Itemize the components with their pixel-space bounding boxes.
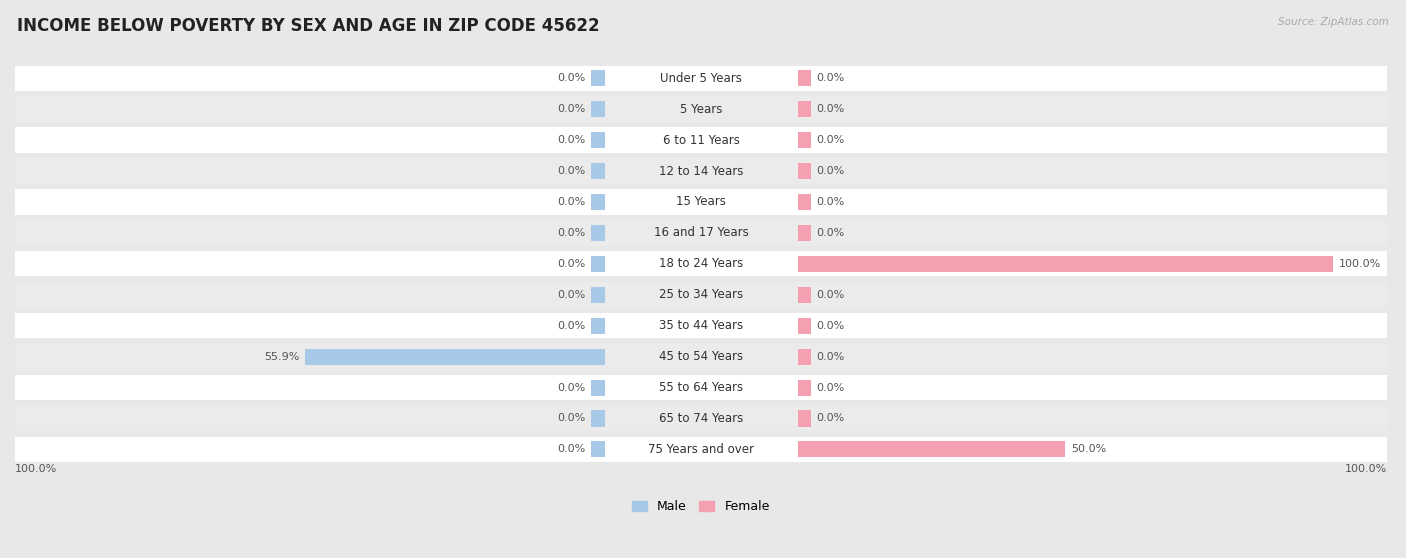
Bar: [4, 406, 1398, 431]
Bar: [591, 256, 605, 272]
Text: 0.0%: 0.0%: [558, 413, 586, 424]
Bar: [305, 349, 605, 365]
Text: 45 to 54 Years: 45 to 54 Years: [659, 350, 744, 363]
Text: INCOME BELOW POVERTY BY SEX AND AGE IN ZIP CODE 45622: INCOME BELOW POVERTY BY SEX AND AGE IN Z…: [17, 17, 599, 35]
Text: 25 to 34 Years: 25 to 34 Years: [659, 288, 744, 301]
Bar: [591, 441, 605, 458]
Text: 0.0%: 0.0%: [558, 444, 586, 454]
Text: 0.0%: 0.0%: [817, 352, 845, 362]
Text: 0.0%: 0.0%: [817, 321, 845, 331]
Text: 55 to 64 Years: 55 to 64 Years: [659, 381, 744, 394]
Bar: [797, 411, 811, 426]
Bar: [591, 70, 605, 86]
Bar: [4, 282, 1398, 307]
Text: 0.0%: 0.0%: [558, 321, 586, 331]
Bar: [797, 225, 811, 241]
Text: 0.0%: 0.0%: [817, 104, 845, 114]
Bar: [591, 225, 605, 241]
Bar: [797, 70, 811, 86]
Text: 6 to 11 Years: 6 to 11 Years: [662, 133, 740, 147]
Text: 100.0%: 100.0%: [1339, 259, 1381, 269]
Bar: [4, 344, 1398, 369]
Text: 12 to 14 Years: 12 to 14 Years: [659, 165, 744, 177]
Bar: [797, 101, 811, 117]
Text: 0.0%: 0.0%: [817, 290, 845, 300]
Bar: [4, 65, 1398, 91]
Text: 0.0%: 0.0%: [817, 166, 845, 176]
Text: 0.0%: 0.0%: [558, 290, 586, 300]
Text: 0.0%: 0.0%: [817, 228, 845, 238]
Bar: [797, 256, 1333, 272]
Text: 16 and 17 Years: 16 and 17 Years: [654, 227, 748, 239]
Text: Source: ZipAtlas.com: Source: ZipAtlas.com: [1278, 17, 1389, 27]
Bar: [4, 251, 1398, 277]
Text: 0.0%: 0.0%: [558, 166, 586, 176]
Text: 100.0%: 100.0%: [1344, 464, 1388, 474]
Bar: [591, 132, 605, 148]
Bar: [797, 287, 811, 303]
Text: 35 to 44 Years: 35 to 44 Years: [659, 319, 744, 332]
Bar: [797, 441, 1066, 458]
Bar: [4, 220, 1398, 246]
Bar: [797, 132, 811, 148]
Bar: [591, 101, 605, 117]
Bar: [797, 163, 811, 179]
Text: 0.0%: 0.0%: [817, 73, 845, 83]
Bar: [4, 313, 1398, 338]
Text: 55.9%: 55.9%: [264, 352, 299, 362]
Text: 0.0%: 0.0%: [817, 135, 845, 145]
Bar: [797, 379, 811, 396]
Bar: [591, 379, 605, 396]
Bar: [4, 127, 1398, 153]
Text: 0.0%: 0.0%: [817, 413, 845, 424]
Text: 75 Years and over: 75 Years and over: [648, 443, 754, 456]
Text: 18 to 24 Years: 18 to 24 Years: [659, 257, 744, 270]
Bar: [797, 318, 811, 334]
Text: 15 Years: 15 Years: [676, 195, 725, 209]
Text: 0.0%: 0.0%: [558, 228, 586, 238]
Bar: [797, 194, 811, 210]
Text: Under 5 Years: Under 5 Years: [659, 71, 742, 85]
Text: 0.0%: 0.0%: [558, 135, 586, 145]
Text: 100.0%: 100.0%: [15, 464, 58, 474]
Bar: [591, 318, 605, 334]
Text: 50.0%: 50.0%: [1071, 444, 1107, 454]
Text: 0.0%: 0.0%: [558, 197, 586, 207]
Bar: [797, 349, 811, 365]
Text: 0.0%: 0.0%: [817, 197, 845, 207]
Text: 0.0%: 0.0%: [558, 383, 586, 392]
Text: 0.0%: 0.0%: [558, 104, 586, 114]
Text: 0.0%: 0.0%: [817, 383, 845, 392]
Text: 0.0%: 0.0%: [558, 259, 586, 269]
Bar: [4, 158, 1398, 184]
Bar: [591, 287, 605, 303]
Bar: [4, 437, 1398, 462]
Bar: [4, 97, 1398, 122]
Legend: Male, Female: Male, Female: [627, 496, 775, 518]
Bar: [591, 163, 605, 179]
Bar: [4, 375, 1398, 400]
Bar: [4, 189, 1398, 215]
Text: 65 to 74 Years: 65 to 74 Years: [659, 412, 744, 425]
Bar: [591, 194, 605, 210]
Text: 5 Years: 5 Years: [681, 103, 723, 116]
Text: 0.0%: 0.0%: [558, 73, 586, 83]
Bar: [591, 411, 605, 426]
